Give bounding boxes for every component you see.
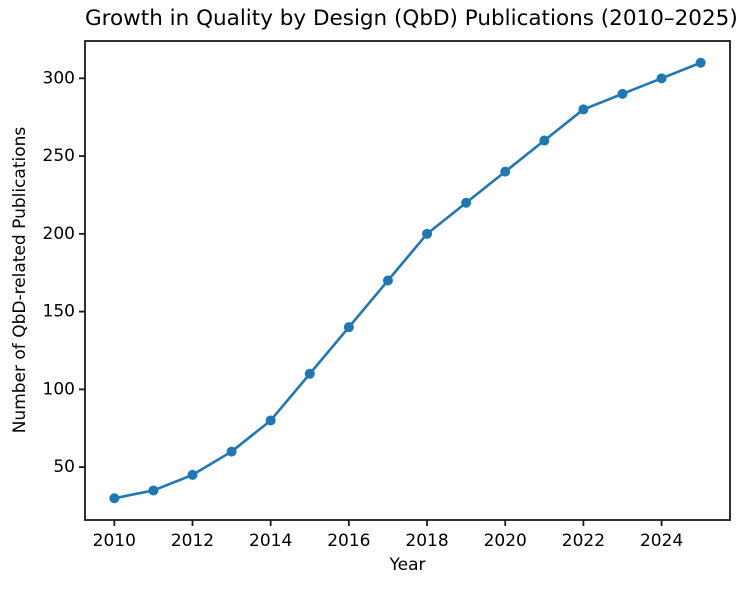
- data-point-2010: [109, 493, 120, 504]
- x-tick-label: 2010: [93, 531, 136, 551]
- x-tick-label: 2022: [562, 531, 605, 551]
- data-point-2019: [461, 197, 472, 208]
- y-tick-label: 250: [43, 146, 75, 166]
- data-point-2016: [343, 322, 354, 333]
- data-point-2011: [148, 485, 159, 496]
- data-point-2013: [226, 446, 237, 457]
- x-tick-label: 2014: [249, 531, 292, 551]
- data-point-2025: [695, 57, 706, 68]
- y-tick-label: 150: [43, 302, 75, 322]
- x-tick-label: 2020: [484, 531, 527, 551]
- y-tick-label: 100: [43, 379, 75, 399]
- plot-area-border: [84, 40, 731, 521]
- y-tick-label: 50: [53, 457, 75, 477]
- data-point-2021: [539, 135, 550, 146]
- data-point-2020: [500, 166, 511, 177]
- x-tick-label: 2012: [171, 531, 214, 551]
- data-point-2017: [382, 275, 393, 286]
- chart-title: Growth in Quality by Design (QbD) Public…: [85, 6, 738, 31]
- data-point-2015: [304, 368, 315, 379]
- x-tick-label: 2016: [327, 531, 370, 551]
- data-point-2022: [578, 104, 589, 115]
- data-point-2023: [617, 88, 628, 99]
- x-axis-label: Year: [389, 555, 426, 575]
- data-point-2012: [187, 469, 198, 480]
- y-tick-label: 300: [43, 68, 75, 88]
- x-tick-label: 2024: [640, 531, 683, 551]
- data-point-2024: [656, 73, 667, 84]
- data-line: [113, 61, 702, 500]
- x-tick-label: 2018: [405, 531, 448, 551]
- data-point-2018: [422, 228, 433, 239]
- y-tick-label: 200: [43, 224, 75, 244]
- data-point-2014: [265, 415, 276, 426]
